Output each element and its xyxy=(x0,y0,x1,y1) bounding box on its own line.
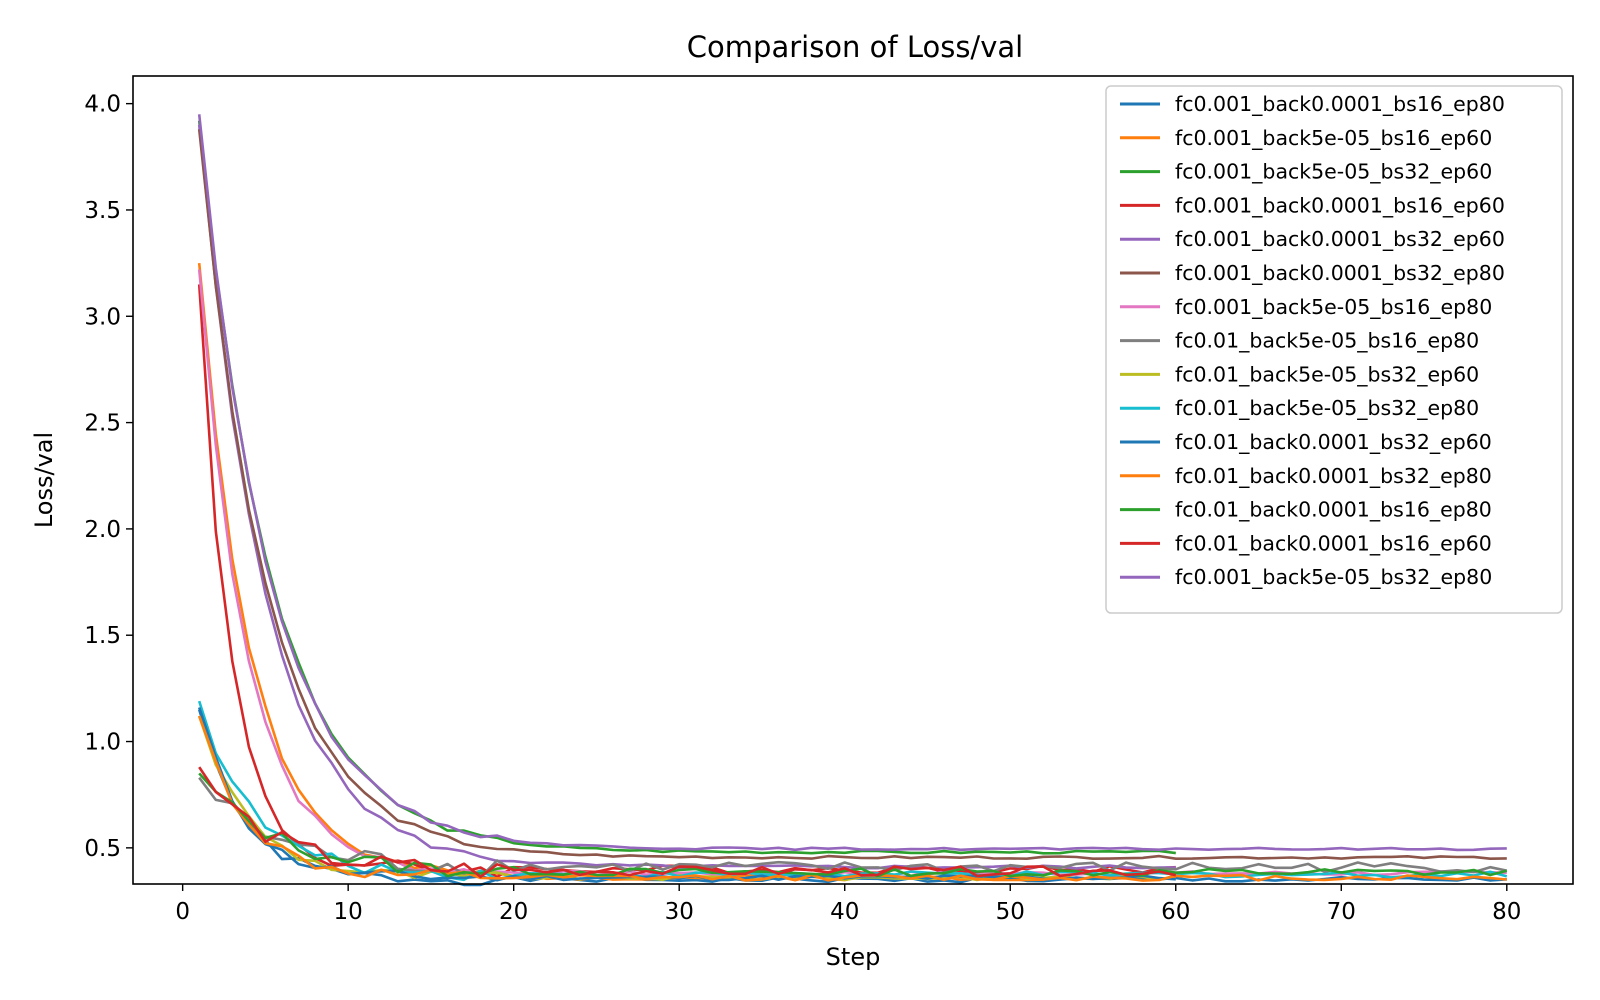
x-tick-label: 30 xyxy=(665,899,694,925)
x-axis: 0 10 20 30 40 50 60 70 80 xyxy=(175,884,1521,925)
legend-label: fc0.001_back0.0001_bs32_ep80 xyxy=(1175,261,1505,286)
y-tick-label: 0.5 xyxy=(84,836,121,862)
series-line-8 xyxy=(198,776,1508,879)
legend-label: fc0.01_back0.0001_bs32_ep80 xyxy=(1175,464,1492,489)
y-tick-label: 1.5 xyxy=(84,623,121,649)
y-tick-label: 3.5 xyxy=(84,198,121,224)
x-tick-label: 10 xyxy=(334,899,363,925)
x-axis-title: Step xyxy=(826,943,881,971)
legend-label: fc0.001_back5e-05_bs16_ep60 xyxy=(1175,126,1492,151)
series-line-12 xyxy=(197,715,1507,882)
legend-label: fc0.001_back5e-05_bs16_ep80 xyxy=(1175,295,1492,320)
x-tick-label: 50 xyxy=(996,899,1025,925)
y-tick-label: 2.0 xyxy=(84,517,121,543)
x-tick-label: 40 xyxy=(830,899,859,925)
legend-label: fc0.01_back0.0001_bs16_ep60 xyxy=(1175,531,1492,556)
legend-label: fc0.01_back5e-05_bs32_ep60 xyxy=(1175,362,1479,387)
legend-label: fc0.01_back5e-05_bs32_ep80 xyxy=(1175,396,1479,421)
x-tick-label: 0 xyxy=(175,899,190,925)
legend-label: fc0.001_back0.0001_bs16_ep60 xyxy=(1175,193,1505,218)
y-tick-label: 3.0 xyxy=(84,304,121,330)
legend: fc0.001_back0.0001_bs16_ep80 fc0.001_back… xyxy=(1105,85,1563,614)
legend-label: fc0.01_back0.0001_bs16_ep80 xyxy=(1175,498,1492,523)
y-tick-label: 1.0 xyxy=(84,730,121,756)
series-line-14 xyxy=(198,766,1177,879)
series-line-15 xyxy=(197,114,1507,852)
legend-label: fc0.001_back0.0001_bs16_ep80 xyxy=(1175,92,1505,117)
y-axis: 0.5 1.0 1.5 2.0 2.5 3.0 3.5 4.0 xyxy=(84,92,133,862)
plot-frame xyxy=(132,75,1574,885)
legend-box xyxy=(1105,85,1563,614)
legend-label: fc0.001_back5e-05_bs32_ep80 xyxy=(1175,565,1492,590)
x-tick-label: 80 xyxy=(1492,899,1521,925)
x-tick-label: 70 xyxy=(1327,899,1356,925)
chart-title: Comparison of Loss/val xyxy=(687,30,1023,64)
legend-label: fc0.001_back5e-05_bs32_ep60 xyxy=(1175,160,1492,185)
x-tick-label: 20 xyxy=(499,899,528,925)
plot-lines xyxy=(197,114,1508,887)
legend-label: fc0.01_back0.0001_bs32_ep60 xyxy=(1175,430,1492,455)
series-line-6 xyxy=(197,129,1507,861)
x-tick-label: 60 xyxy=(1161,899,1190,925)
y-tick-label: 2.5 xyxy=(84,411,121,437)
y-tick-label: 4.0 xyxy=(84,92,121,118)
legend-label: fc0.01_back5e-05_bs16_ep80 xyxy=(1175,329,1479,354)
legend-label: fc0.001_back0.0001_bs32_ep60 xyxy=(1175,227,1505,252)
y-axis-title: Loss/val xyxy=(30,432,58,528)
